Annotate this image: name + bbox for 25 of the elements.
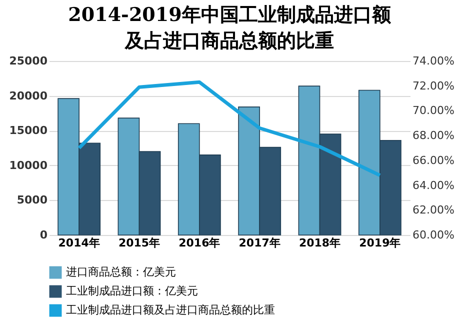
x-tick-label: 2018年: [298, 236, 341, 250]
y-tick-label: 20000: [9, 89, 48, 102]
y2-tick-label: 60.00%: [412, 228, 454, 242]
y-tick-label: 25000: [9, 54, 48, 68]
y-tick-label: 5000: [16, 194, 48, 207]
y2-tick-label: 68.00%: [412, 129, 454, 142]
x-tick-label: 2017年: [238, 236, 280, 250]
x-tick-label: 2015年: [118, 236, 160, 250]
x-tick-label: 2014年: [58, 236, 100, 250]
y2-tick-label: 70.00%: [412, 104, 454, 118]
y2-tick-label: 74.00%: [412, 54, 454, 68]
legend-label: 工业制成品进口额：亿美元: [66, 284, 198, 298]
y2-tick-label: 64.00%: [412, 178, 454, 192]
x-tick-label: 2019年: [359, 236, 401, 250]
y2-tick-label: 66.00%: [412, 154, 454, 167]
y-tick-label: 0: [40, 228, 48, 242]
y2-tick-label: 72.00%: [412, 79, 454, 92]
legend-label: 工业制成品进口额及占进口商品总额的比重: [66, 304, 275, 316]
y-tick-label: 10000: [9, 158, 48, 172]
line-series: [77, 80, 382, 178]
x-tick-label: 2016年: [178, 236, 220, 250]
legend-label: 进口商品总额：亿美元: [66, 266, 176, 278]
chart-title: 2014-2019年中国工业制成品进口额及占进口商品总额的比重: [68, 4, 392, 52]
y-tick-label: 15000: [9, 124, 48, 138]
y2-tick-label: 62.00%: [412, 204, 454, 217]
